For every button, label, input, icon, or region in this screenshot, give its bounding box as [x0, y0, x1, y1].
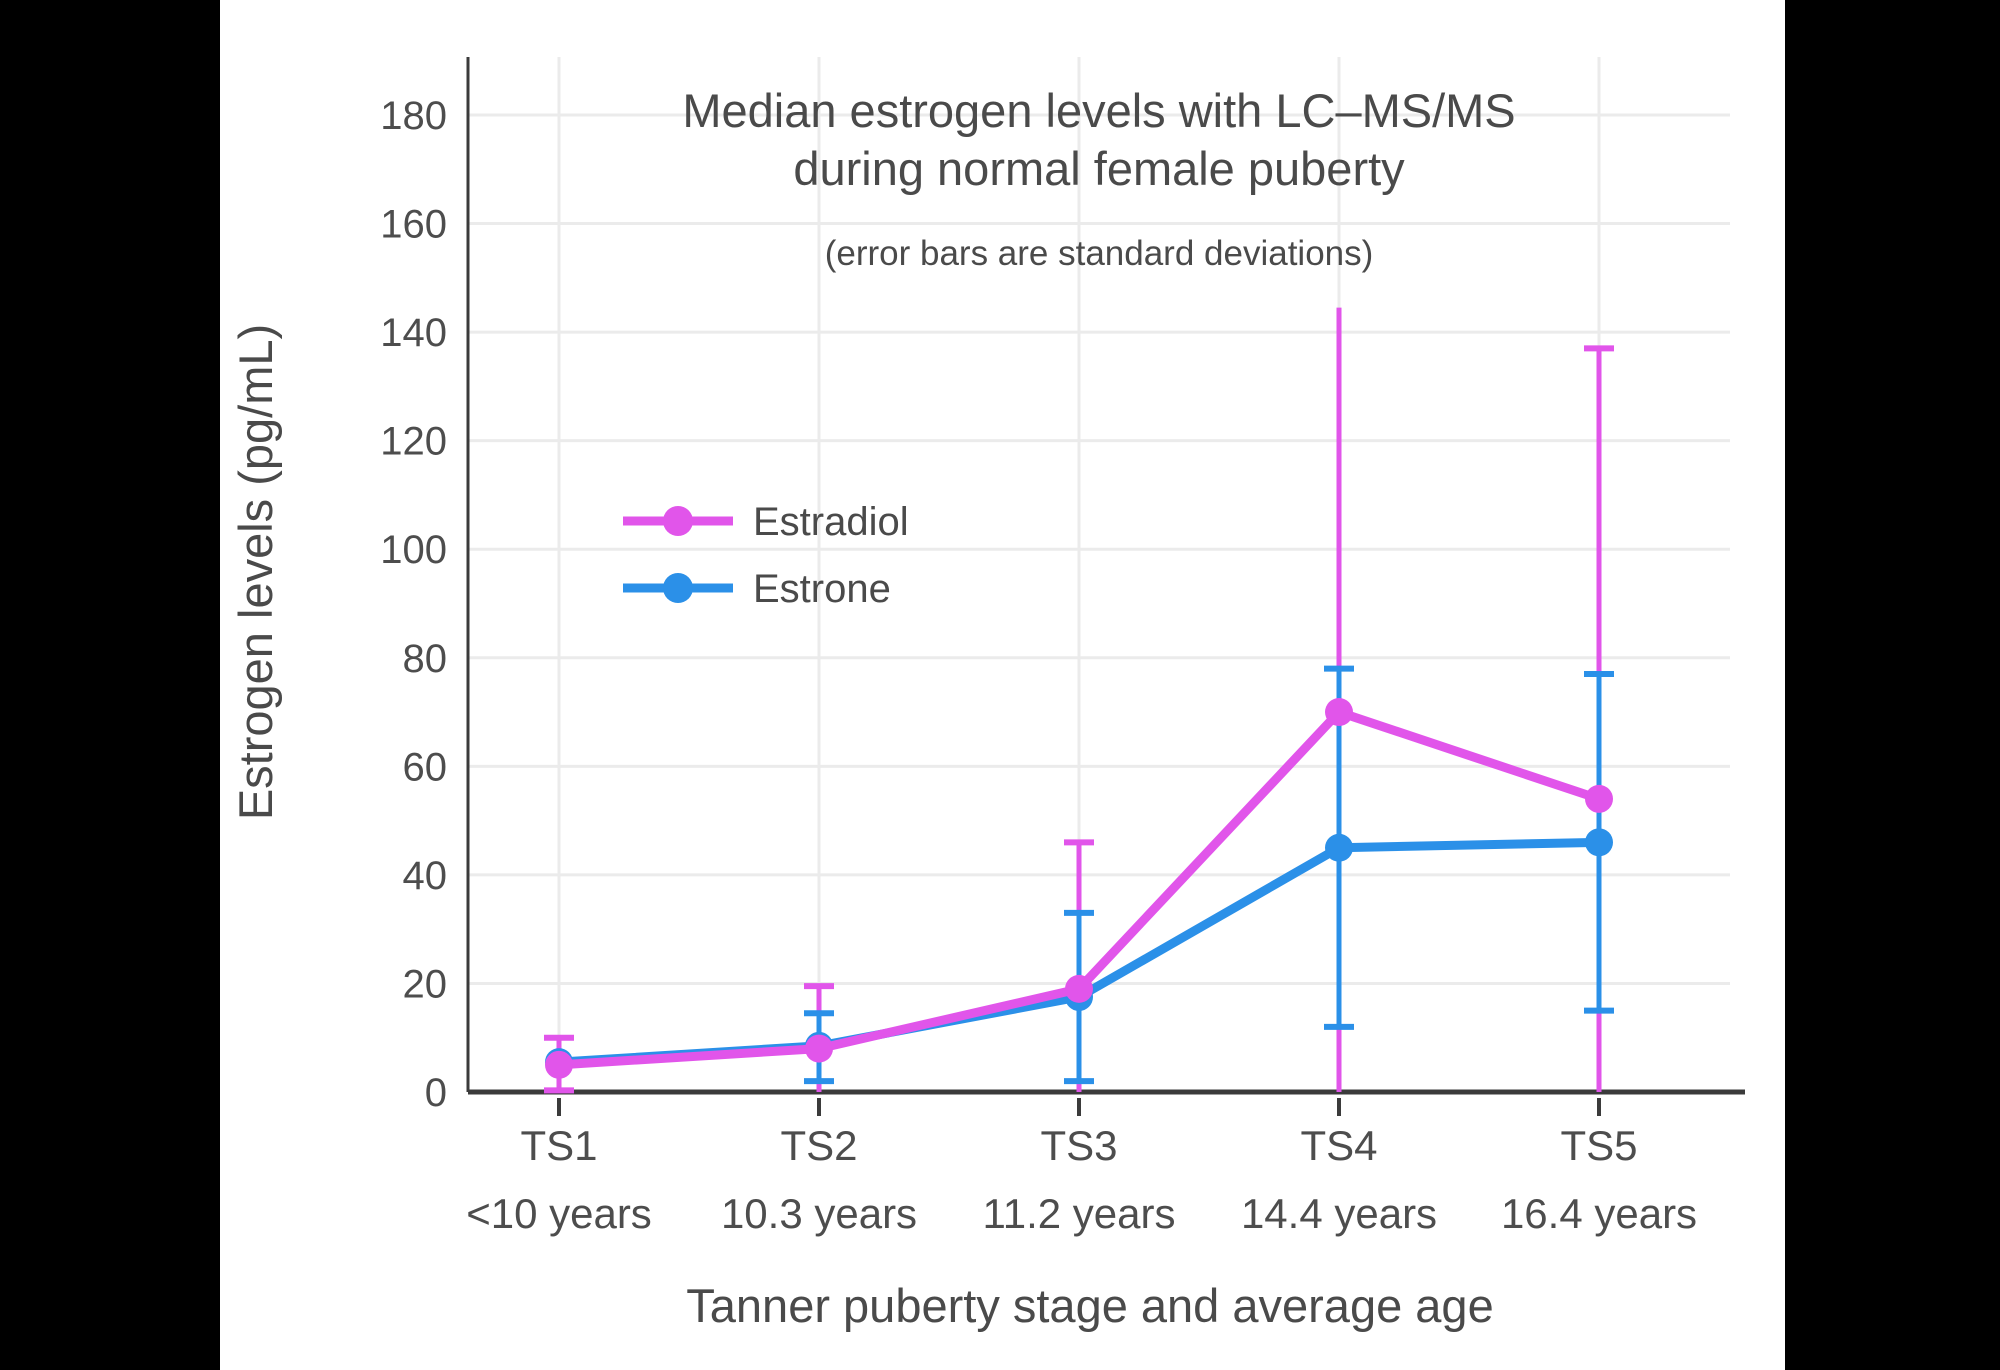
y-tick-label: 180	[380, 94, 447, 138]
x-tick-labels: TS1 <10 years TS2 10.3 years TS3 11.2 years TS…	[466, 1122, 1697, 1237]
estradiol-marker	[805, 1034, 833, 1063]
right-black-bar	[1785, 0, 2000, 1370]
estrone-marker	[1585, 828, 1613, 857]
y-tick-label: 0	[425, 1071, 447, 1115]
estradiol-marker	[545, 1050, 573, 1079]
y-axis-title: Estrogen levels (pg/mL)	[229, 324, 282, 820]
x-tick-label-age: 16.4 years	[1501, 1190, 1697, 1237]
estradiol-marker	[1065, 974, 1093, 1003]
x-tick-label-age: 14.4 years	[1241, 1190, 1437, 1237]
left-black-bar	[0, 0, 220, 1370]
x-tick-label-age: 11.2 years	[983, 1190, 1176, 1237]
plot-series	[544, 307, 1614, 1094]
estradiol-marker	[1325, 698, 1353, 727]
legend-marker-estradiol	[663, 506, 693, 536]
chart-title-line1: Median estrogen levels with LC–MS/MS	[682, 84, 1515, 137]
legend: Estradiol Estrone	[623, 500, 909, 611]
legend-marker-estrone	[663, 573, 693, 603]
y-tick-labels: 0 20 40 60 80 100 120 140 160 180	[380, 94, 447, 1115]
legend-label-estradiol: Estradiol	[753, 500, 909, 544]
x-axis-title: Tanner puberty stage and average age	[686, 1279, 1493, 1332]
y-tick-label: 40	[403, 854, 448, 898]
axes	[466, 57, 1745, 1116]
x-tick-label-stage: TS3	[1040, 1122, 1117, 1169]
estradiol-series	[545, 698, 1613, 1079]
legend-label-estrone: Estrone	[753, 567, 891, 611]
x-tick-label-stage: TS1	[520, 1122, 597, 1169]
x-tick-label-age: 10.3 years	[721, 1190, 917, 1237]
y-tick-label: 120	[380, 420, 447, 464]
y-tick-label: 80	[403, 637, 448, 681]
x-tick-label-stage: TS4	[1300, 1122, 1377, 1169]
y-tick-label: 20	[403, 962, 448, 1006]
x-tick-label-stage: TS5	[1560, 1122, 1637, 1169]
estrone-marker	[1325, 833, 1353, 862]
y-tick-label: 100	[380, 528, 447, 572]
y-tick-label: 60	[403, 745, 448, 789]
x-tick-label-age: <10 years	[466, 1190, 652, 1237]
chart-title-line2: during normal female puberty	[793, 142, 1405, 195]
y-tick-label: 140	[380, 311, 447, 355]
chart-subtitle: (error bars are standard deviations)	[825, 234, 1374, 273]
x-tick-label-stage: TS2	[780, 1122, 857, 1169]
y-tick-label: 160	[380, 203, 447, 247]
estradiol-marker	[1585, 784, 1613, 813]
